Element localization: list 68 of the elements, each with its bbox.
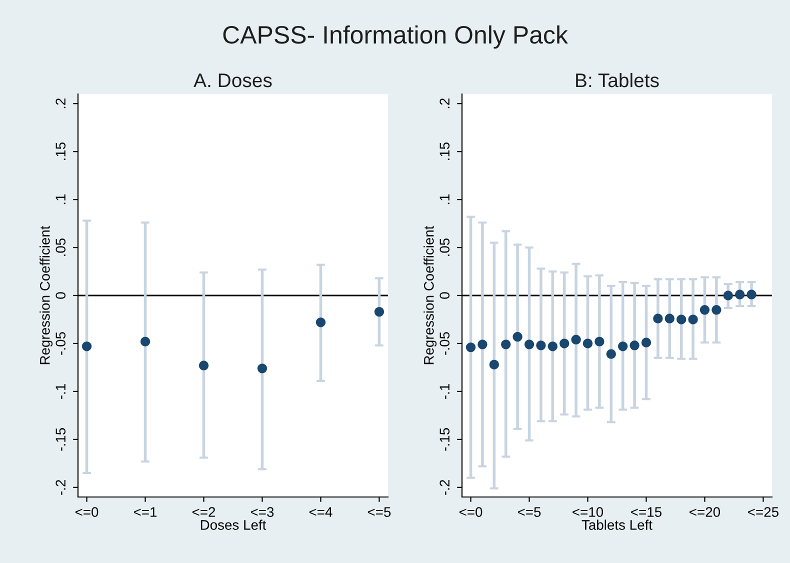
x-tick-label: <=3 (250, 507, 274, 517)
point (664, 314, 675, 324)
x-tick-label: <=15 (631, 507, 662, 517)
y-tick-label: -.2 (56, 480, 66, 495)
point (618, 341, 628, 352)
point (536, 340, 546, 350)
y-tick-label: -.1 (56, 384, 66, 399)
point (374, 306, 384, 317)
y-tick-label: -.15 (440, 428, 450, 451)
point (198, 360, 209, 370)
y-tick-label: .15 (440, 142, 450, 160)
point (630, 340, 640, 350)
point (676, 314, 686, 324)
point (712, 305, 722, 315)
y-tick-label: .05 (440, 238, 450, 256)
x-tick-label: <=10 (572, 507, 604, 517)
point (512, 332, 522, 342)
point (606, 349, 616, 359)
x-tick-label: <=0 (459, 507, 482, 517)
x-tick-label: <=0 (75, 507, 98, 517)
point (734, 290, 745, 300)
y-axis-title: Regression Coefficient (40, 226, 53, 364)
point (594, 336, 604, 346)
point (140, 336, 150, 346)
chart-title: B: Tablets (576, 72, 659, 88)
y-tick-label: -.15 (56, 428, 66, 451)
x-axis-title: Tablets Left (582, 520, 652, 530)
point (82, 341, 92, 352)
point (723, 290, 733, 300)
y-tick-label: -.2 (440, 480, 450, 495)
x-tick-label: <=1 (134, 507, 157, 517)
y-tick-label: .1 (440, 194, 450, 204)
y-tick-label: 0 (56, 292, 66, 299)
y-tick-label: -.05 (440, 332, 450, 355)
point (489, 360, 500, 370)
x-tick-label: <=5 (368, 507, 391, 517)
point (501, 340, 511, 350)
point (641, 338, 652, 348)
y-tick-label: .05 (56, 238, 66, 256)
x-tick-label: <=25 (748, 507, 778, 517)
point (653, 314, 663, 324)
point (559, 338, 570, 348)
point (548, 341, 558, 352)
point (466, 342, 476, 352)
point (524, 340, 534, 350)
y-tick-label: .2 (440, 98, 450, 108)
point (688, 314, 698, 324)
y-tick-label: -.05 (56, 332, 66, 355)
point (700, 305, 710, 315)
y-tick-label: -.1 (440, 384, 450, 399)
point (746, 290, 756, 300)
chart-title: A. Doses (194, 74, 272, 88)
point (257, 364, 268, 374)
x-tick-label: <=20 (690, 507, 720, 517)
y-axis-title: Regression Coefficient (424, 226, 437, 364)
point (582, 338, 593, 348)
text: CAPSS- Information Only Pack (223, 25, 568, 49)
point (478, 340, 488, 350)
x-tick-label: <=4 (309, 507, 332, 517)
point (571, 334, 581, 344)
y-tick-label: .1 (56, 194, 66, 204)
point (316, 318, 326, 328)
y-tick-label: .2 (56, 98, 66, 108)
x-tick-label: <=2 (192, 507, 216, 517)
y-tick-label: 0 (440, 292, 450, 299)
x-tick-label: <=5 (518, 507, 541, 517)
x-axis-title: Doses Left (200, 520, 266, 530)
y-tick-label: .15 (56, 142, 66, 160)
